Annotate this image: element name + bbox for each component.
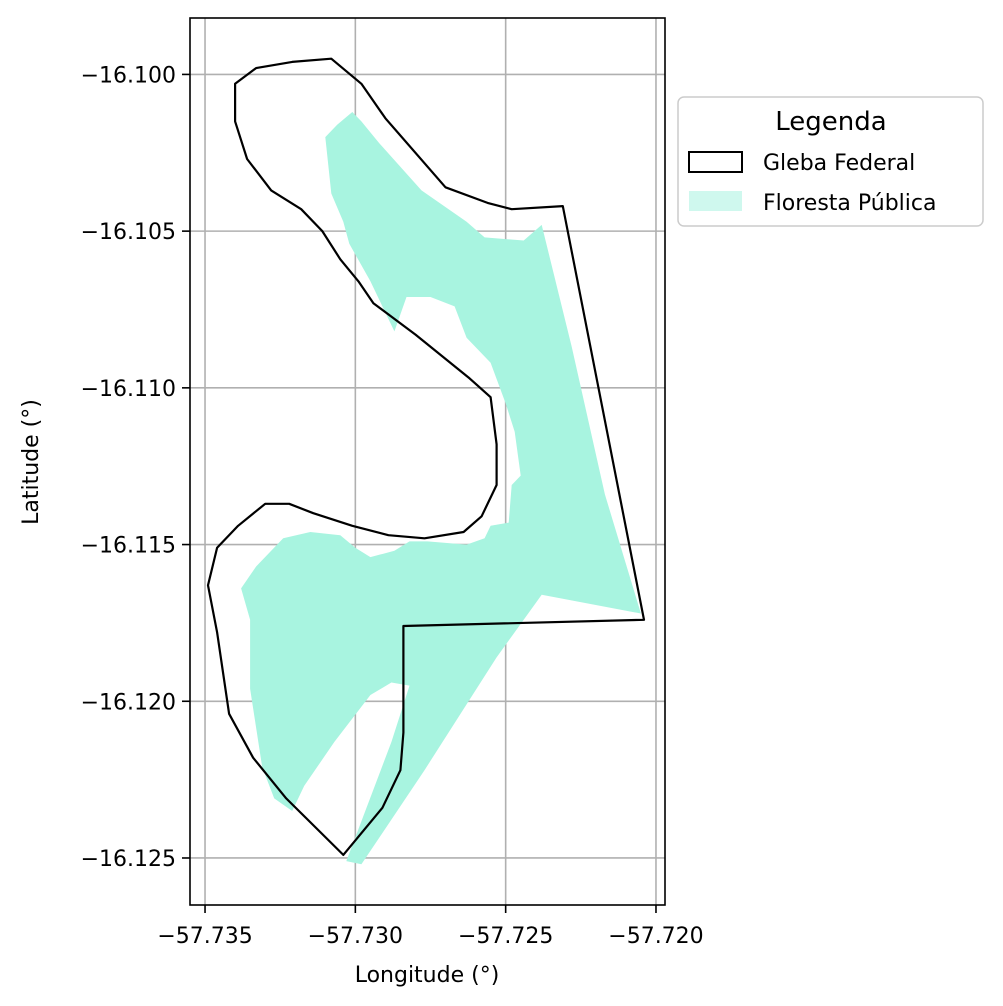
- x-tick-label: −57.730: [308, 924, 403, 949]
- legend-box: [677, 96, 984, 227]
- map-polygons: [206, 57, 646, 865]
- y-tick-label: −16.120: [81, 690, 176, 715]
- legend: Legenda Gleba Federal Floresta Pública: [677, 96, 984, 227]
- legend-swatch-floresta: [689, 191, 742, 211]
- floresta-publica-polygon: [241, 112, 641, 865]
- x-tick-label: −57.720: [608, 924, 703, 949]
- y-tick-label: −16.125: [81, 847, 176, 872]
- x-tick-label: −57.725: [458, 924, 553, 949]
- legend-label-floresta: Floresta Pública: [763, 191, 936, 216]
- y-tick-label: −16.115: [81, 534, 176, 559]
- legend-swatch-gleba: [688, 151, 743, 173]
- y-tick-label: −16.110: [81, 377, 176, 402]
- x-tick-label: −57.735: [157, 924, 252, 949]
- x-axis-label: Longitude (°): [355, 963, 500, 988]
- axis-ticks: −57.735 −57.730 −57.725 −57.720 −16.100 −16.1…: [81, 63, 704, 949]
- axes-frame: [189, 17, 666, 906]
- legend-title: Legenda: [775, 107, 886, 137]
- y-tick-label: −16.105: [81, 220, 176, 245]
- y-axis-label: Latitude (°): [19, 399, 44, 525]
- gleba-federal-polygon: [206, 57, 646, 857]
- y-tick-label: −16.100: [81, 63, 176, 88]
- legend-label-gleba: Gleba Federal: [763, 151, 915, 176]
